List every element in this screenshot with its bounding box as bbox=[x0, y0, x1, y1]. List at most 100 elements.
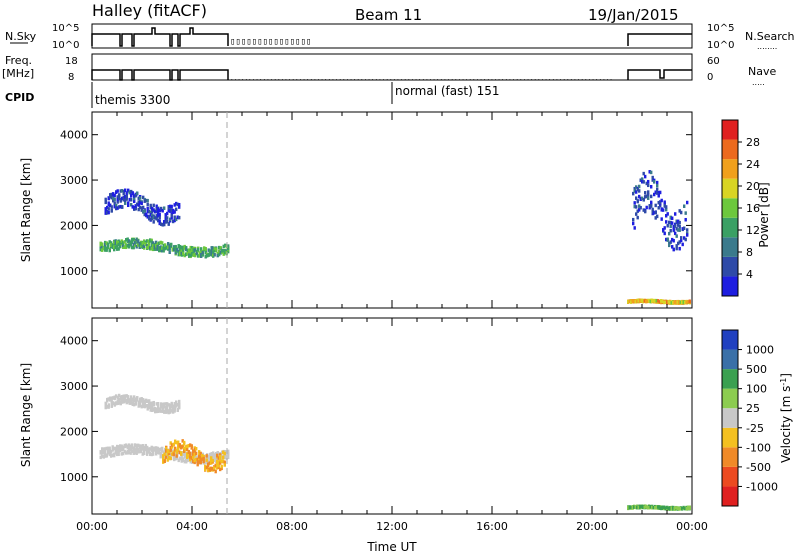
data-cell bbox=[669, 300, 672, 305]
data-cell bbox=[157, 218, 160, 223]
data-cell bbox=[194, 248, 197, 252]
x-tick-label: 20:00 bbox=[576, 520, 608, 533]
data-cell bbox=[669, 507, 672, 511]
data-cell bbox=[175, 217, 178, 222]
data-cell bbox=[672, 238, 675, 243]
data-cell bbox=[182, 251, 185, 256]
data-cell bbox=[222, 450, 225, 455]
data-cell bbox=[143, 403, 146, 408]
data-cell bbox=[184, 445, 187, 449]
data-cell bbox=[167, 247, 170, 251]
data-cell bbox=[168, 246, 171, 251]
data-cell bbox=[171, 452, 174, 456]
data-cell bbox=[681, 506, 684, 511]
data-cell bbox=[678, 209, 681, 213]
data-cell bbox=[159, 245, 162, 249]
data-cell bbox=[140, 208, 143, 212]
data-cell bbox=[156, 446, 159, 451]
data-cell bbox=[148, 215, 151, 219]
data-cell bbox=[156, 244, 159, 249]
data-cell bbox=[165, 446, 168, 451]
data-cell bbox=[157, 207, 160, 211]
data-cell bbox=[153, 448, 156, 452]
data-cell bbox=[179, 250, 182, 254]
data-cell bbox=[133, 194, 136, 198]
data-cell bbox=[104, 403, 107, 407]
data-cell bbox=[119, 445, 122, 449]
data-cell bbox=[107, 196, 110, 201]
data-cell bbox=[169, 410, 172, 414]
data-cell bbox=[207, 252, 210, 257]
data-cell bbox=[655, 298, 658, 303]
x-tick-label: 12:00 bbox=[376, 520, 408, 533]
data-cell bbox=[161, 241, 164, 245]
data-cell bbox=[650, 200, 653, 205]
data-cell bbox=[213, 248, 216, 253]
data-cell bbox=[155, 407, 158, 412]
data-cell bbox=[113, 403, 116, 407]
data-cell bbox=[217, 463, 220, 467]
data-cell bbox=[644, 209, 647, 214]
data-cell bbox=[167, 245, 170, 249]
nave-tick-bottom: 0 bbox=[707, 72, 713, 83]
data-cell bbox=[133, 398, 136, 403]
data-cell bbox=[641, 177, 644, 181]
data-cell bbox=[157, 405, 160, 409]
data-cell bbox=[131, 444, 134, 448]
colorbar-swatch bbox=[722, 388, 738, 409]
data-cell bbox=[160, 206, 163, 211]
data-cell bbox=[677, 223, 680, 227]
data-cell bbox=[179, 252, 182, 257]
data-cell bbox=[204, 467, 207, 472]
data-cell bbox=[146, 445, 149, 450]
data-cell bbox=[101, 248, 104, 252]
data-cell bbox=[664, 300, 667, 304]
data-cell bbox=[110, 453, 113, 457]
data-cell bbox=[145, 212, 148, 217]
data-cell bbox=[128, 401, 131, 405]
data-cell bbox=[173, 409, 176, 413]
data-cell bbox=[178, 399, 181, 404]
data-cell bbox=[654, 298, 657, 303]
data-cell bbox=[678, 240, 681, 244]
data-cell bbox=[633, 186, 636, 191]
data-cell bbox=[656, 191, 659, 195]
data-cell bbox=[166, 216, 169, 220]
data-cell bbox=[110, 193, 113, 198]
data-cell bbox=[119, 204, 122, 209]
data-cell bbox=[185, 247, 188, 252]
data-cell bbox=[137, 207, 140, 212]
data-cell bbox=[141, 447, 144, 451]
data-cell bbox=[134, 241, 137, 245]
data-cell bbox=[136, 396, 139, 400]
data-cell bbox=[639, 504, 642, 509]
data-cell bbox=[116, 200, 119, 204]
data-cell bbox=[159, 454, 162, 459]
data-cell bbox=[159, 453, 162, 457]
data-cell bbox=[650, 170, 653, 175]
data-cell bbox=[102, 455, 105, 459]
data-cell bbox=[141, 452, 144, 456]
data-cell bbox=[105, 446, 108, 451]
colorbar-swatch bbox=[722, 139, 738, 160]
colorbar-tick-label: 16 bbox=[746, 202, 760, 215]
data-cell bbox=[116, 444, 119, 449]
data-cell bbox=[686, 233, 689, 237]
data-cell bbox=[114, 448, 117, 452]
data-cell bbox=[660, 217, 663, 221]
data-cell bbox=[158, 447, 161, 452]
data-cell bbox=[108, 446, 111, 451]
data-cell bbox=[684, 237, 687, 242]
data-cell bbox=[154, 409, 157, 414]
data-cell bbox=[659, 200, 662, 205]
data-cell bbox=[123, 443, 126, 448]
power-data-cells bbox=[99, 170, 691, 305]
data-cell bbox=[665, 214, 668, 218]
data-cell bbox=[222, 252, 225, 256]
data-cell bbox=[646, 505, 649, 510]
data-cell bbox=[146, 243, 149, 248]
data-cell bbox=[215, 247, 218, 251]
data-cell bbox=[137, 243, 140, 247]
data-cell bbox=[169, 448, 172, 452]
